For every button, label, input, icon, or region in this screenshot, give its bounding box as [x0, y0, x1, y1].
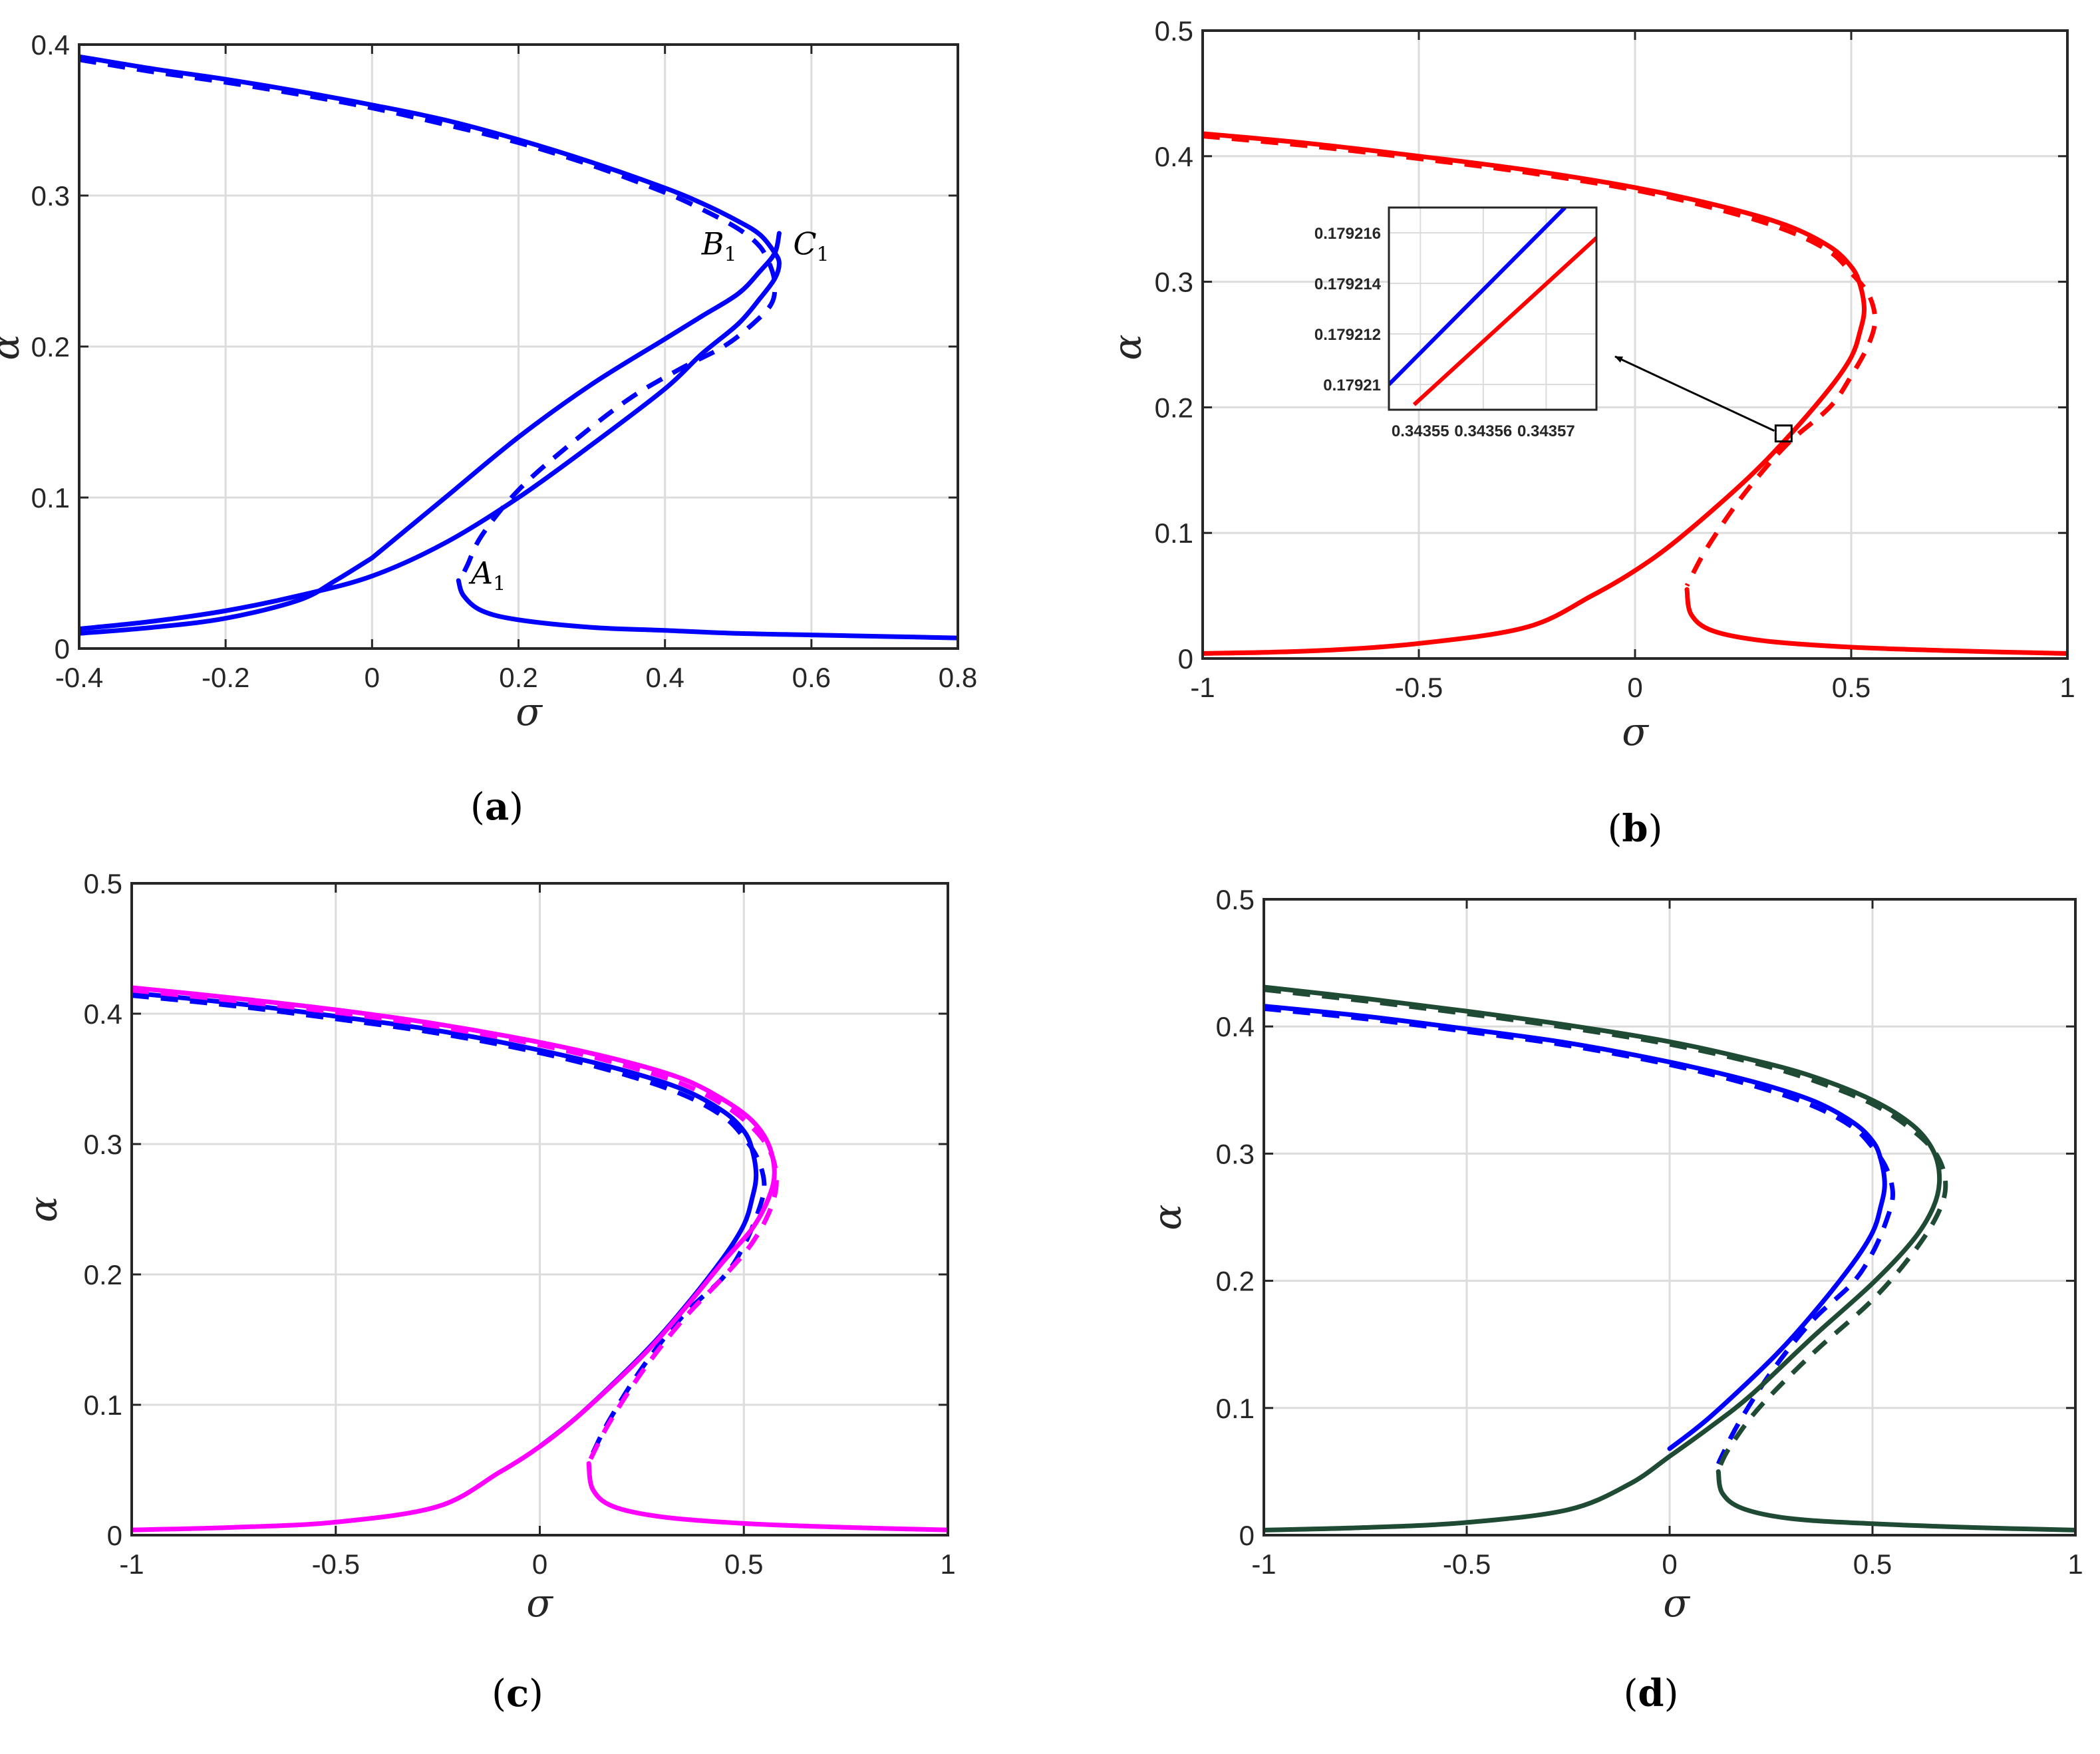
x-tick-label: -0.4 — [55, 662, 103, 693]
series-line-blue-solid — [369, 231, 782, 561]
panel-b: -1 -0.5 0 0.5 100.10.20.30.40.5σα(b)0.34355 0… — [1105, 15, 2075, 851]
panel-label: (c) — [492, 1672, 543, 1715]
series-group — [1264, 984, 2075, 1533]
y-tick-label: 0 — [55, 633, 70, 664]
y-tick-label: 0.3 — [84, 1129, 122, 1160]
x-tick-label: 0 — [532, 1548, 547, 1580]
y-tick-label: 0.3 — [31, 180, 70, 212]
panel-label: (a) — [470, 785, 524, 829]
y-tick-label: 0.3 — [1216, 1138, 1255, 1169]
x-tick-label: 0.2 — [499, 662, 537, 693]
y-tick-label: 0 — [1239, 1520, 1255, 1551]
series-line-darkgreen-solid — [1716, 1469, 2075, 1533]
y-axis-label: α — [0, 334, 28, 360]
x-axis-label: σ — [1663, 1580, 1690, 1626]
x-tick-label: -0.5 — [1443, 1548, 1491, 1580]
x-tick-label: -0.2 — [202, 662, 249, 693]
x-tick-label: 0.8 — [939, 662, 977, 693]
x-tick-label: 0.5 — [1832, 672, 1871, 703]
y-tick-label: 0.1 — [1216, 1393, 1255, 1424]
x-tick-label: -0.5 — [312, 1548, 360, 1580]
y-tick-label: 0.1 — [31, 482, 70, 513]
series-line-red-solid — [1203, 131, 1867, 656]
x-tick-label: -1 — [1190, 672, 1215, 703]
series-line-magenta-dashed — [132, 988, 779, 1465]
x-tick-label: 1 — [2067, 1548, 2083, 1580]
x-tick-label: 0 — [365, 662, 380, 693]
x-axis-label: σ — [526, 1580, 553, 1626]
zoom-arrow — [1614, 355, 1775, 432]
inset-x-tick-label: 0.34355 — [1392, 422, 1449, 440]
series-group — [132, 985, 948, 1533]
x-tick-label: 0 — [1627, 672, 1642, 703]
y-tick-label: 0.2 — [1216, 1266, 1255, 1297]
panel-c: -1 -0.5 0 0.5 1 0 0.1 0.2 0.3 0.4 0.5 σ α (c) — [21, 868, 956, 1715]
x-tick-label: 0.5 — [1853, 1548, 1892, 1580]
y-tick-label: 0.5 — [1216, 884, 1255, 915]
y-axis-label: α — [1145, 1204, 1190, 1230]
y-tick-label: 0.1 — [1155, 517, 1193, 549]
y-tick-label: 0.1 — [84, 1389, 122, 1421]
series-line-darkgreen-dashed — [1264, 987, 1948, 1473]
x-tick-label: 0 — [1662, 1548, 1677, 1580]
inset-x-tick-label: 0.34356 — [1454, 422, 1512, 440]
annotation-c1: C1 — [793, 226, 829, 267]
y-tick-label: 0.5 — [84, 868, 122, 899]
y-tick-label: 0.4 — [1216, 1011, 1255, 1042]
y-tick-label: 0.4 — [84, 998, 122, 1030]
y-tick-label: 0.4 — [1155, 141, 1193, 172]
inset-y-tick-label: 0.179216 — [1314, 225, 1381, 243]
series-line-red-solid — [1684, 587, 2067, 656]
inset-box — [1388, 206, 1598, 411]
panel-a: -0.4 -0.2 0 0.2 0.4 0.6 0.8 0 0.1 0.2 0.3 0.4 σ α (a) A… — [0, 29, 977, 829]
y-tick-label: 0 — [107, 1520, 122, 1551]
inset-x-tick-label: 0.34357 — [1517, 422, 1575, 440]
series-line-darkgreen-solid — [1264, 984, 1942, 1533]
y-axis-label: α — [1105, 334, 1150, 360]
x-axis-label: σ — [1622, 709, 1649, 754]
series-line-blue-dashed — [79, 57, 778, 582]
inset-line-red — [1412, 236, 1596, 406]
inset-y-tick-label: 0.17921 — [1323, 376, 1381, 394]
y-tick-label: 0.4 — [31, 29, 70, 61]
y-tick-label: 0 — [1178, 643, 1193, 674]
annotation-b1: B1 — [701, 226, 737, 267]
series-line-blue-solid — [79, 54, 782, 631]
panel-d: -1 -0.5 0 0.5 1 0 0.1 0.2 0.3 0.4 0.5 σ α (d) — [1145, 884, 2083, 1715]
inset-area — [1389, 208, 1596, 410]
x-tick-label: 1 — [2059, 672, 2075, 703]
x-tick-label: -1 — [119, 1548, 144, 1580]
annotation-a1: A1 — [468, 555, 506, 596]
series-line-magenta-solid — [586, 1461, 948, 1533]
x-tick-label: -1 — [1251, 1548, 1276, 1580]
series-line-blue-dashed — [132, 993, 767, 1463]
series-line-blue-dashed — [1264, 1006, 1896, 1465]
x-tick-label: -0.5 — [1395, 672, 1443, 703]
y-tick-label: 0.2 — [84, 1259, 122, 1290]
inset-y-tick-label: 0.179214 — [1314, 275, 1382, 293]
x-axis-label: σ — [516, 689, 543, 734]
series-group — [1203, 131, 2067, 656]
series-group — [79, 54, 958, 641]
x-tick-label: 0.6 — [792, 662, 831, 693]
x-tick-label: 1 — [940, 1548, 955, 1580]
inset-y-tick-label: 0.179212 — [1314, 326, 1381, 344]
series-line-blue-solid — [456, 578, 958, 641]
panel-label: (b) — [1608, 807, 1663, 851]
y-axis-label: α — [21, 1196, 66, 1222]
y-tick-label: 0.5 — [1155, 15, 1193, 47]
series-line-blue-solid — [79, 555, 375, 636]
y-tick-label: 0.3 — [1155, 267, 1193, 298]
panel-label: (d) — [1624, 1672, 1679, 1715]
series-line-magenta-solid — [132, 985, 777, 1533]
zoom-marker-box — [1774, 424, 1793, 443]
x-tick-label: 0.4 — [645, 662, 684, 693]
y-tick-label: 0.2 — [31, 331, 70, 363]
x-tick-label: 0.5 — [724, 1548, 763, 1580]
series-line-blue-solid — [1264, 1004, 1887, 1451]
y-tick-label: 0.2 — [1155, 392, 1193, 423]
inset-line-blue — [1389, 208, 1567, 386]
inset: 0.34355 0.34356 0.34357 0.17921 0.179212 0.17… — [1314, 206, 1598, 440]
